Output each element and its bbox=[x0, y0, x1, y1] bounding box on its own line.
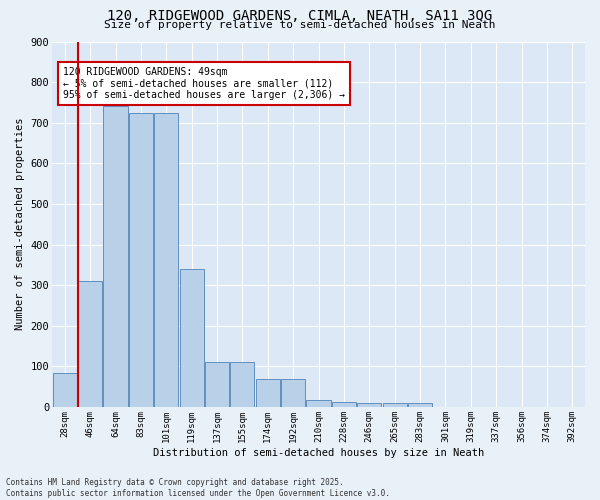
Bar bbox=[154, 112, 178, 407]
Bar bbox=[357, 403, 382, 407]
Text: Contains HM Land Registry data © Crown copyright and database right 2025.
Contai: Contains HM Land Registry data © Crown c… bbox=[6, 478, 390, 498]
Bar bbox=[103, 106, 128, 407]
Bar bbox=[383, 403, 407, 407]
Text: 120 RIDGEWOOD GARDENS: 49sqm
← 5% of semi-detached houses are smaller (112)
95% : 120 RIDGEWOOD GARDENS: 49sqm ← 5% of sem… bbox=[63, 67, 345, 100]
Bar bbox=[256, 380, 280, 407]
Bar bbox=[78, 281, 102, 407]
Y-axis label: Number of semi-detached properties: Number of semi-detached properties bbox=[15, 118, 25, 330]
X-axis label: Distribution of semi-detached houses by size in Neath: Distribution of semi-detached houses by … bbox=[153, 448, 484, 458]
Bar bbox=[179, 269, 204, 407]
Bar bbox=[205, 362, 229, 407]
Text: Size of property relative to semi-detached houses in Neath: Size of property relative to semi-detach… bbox=[104, 20, 496, 30]
Bar bbox=[408, 404, 432, 407]
Bar bbox=[307, 400, 331, 407]
Bar bbox=[230, 362, 254, 407]
Text: 120, RIDGEWOOD GARDENS, CIMLA, NEATH, SA11 3QG: 120, RIDGEWOOD GARDENS, CIMLA, NEATH, SA… bbox=[107, 9, 493, 23]
Bar bbox=[332, 402, 356, 407]
Bar bbox=[281, 380, 305, 407]
Bar bbox=[129, 112, 153, 407]
Bar bbox=[53, 373, 77, 407]
